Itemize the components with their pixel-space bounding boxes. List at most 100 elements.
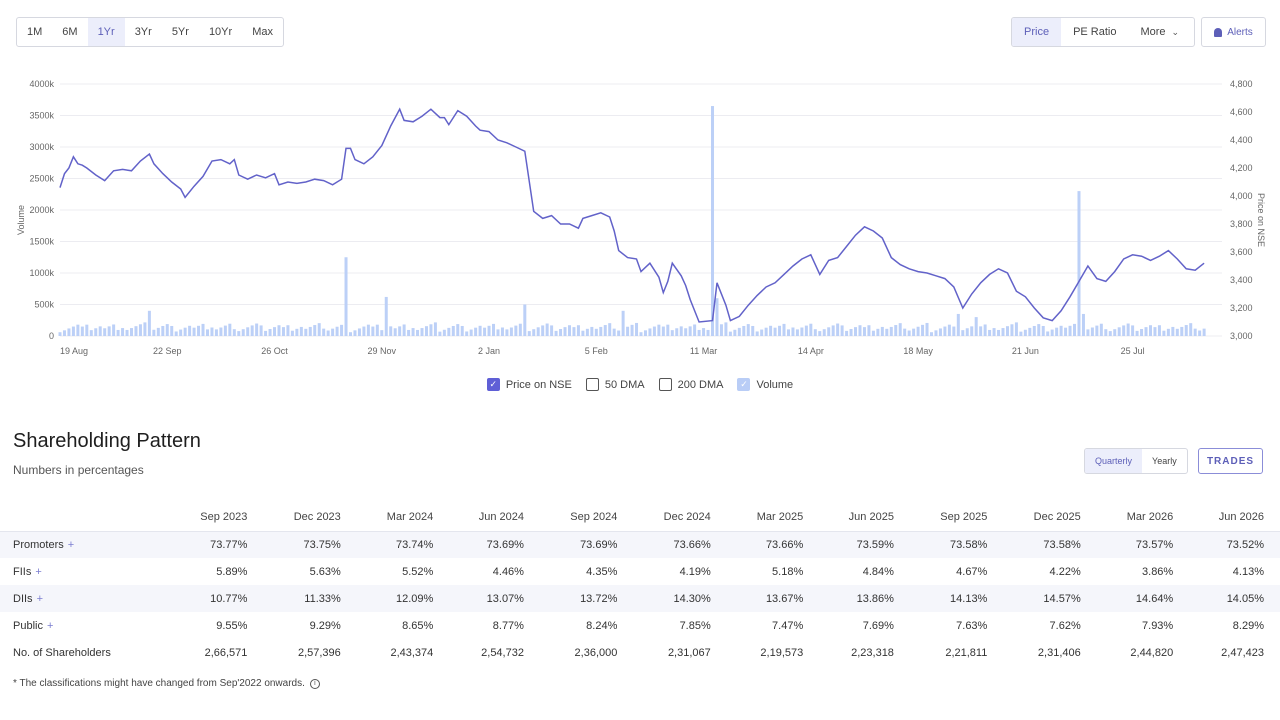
volume-bar bbox=[697, 329, 701, 336]
volume-bar bbox=[393, 328, 397, 336]
volume-bar bbox=[353, 330, 357, 336]
volume-bar bbox=[666, 324, 670, 336]
range-6m-button[interactable]: 6M bbox=[62, 26, 78, 38]
range-max-button[interactable]: Max bbox=[252, 26, 273, 38]
volume-bar bbox=[840, 325, 844, 336]
row-label[interactable]: DIIs + bbox=[0, 585, 170, 612]
trades-button[interactable]: TRADES bbox=[1198, 448, 1263, 474]
volume-bar bbox=[1175, 328, 1179, 336]
volume-bar bbox=[1010, 324, 1014, 336]
table-cell: 5.52% bbox=[402, 565, 434, 578]
volume-bar bbox=[746, 324, 750, 336]
volume-bar bbox=[947, 324, 951, 336]
alerts-button[interactable]: Alerts bbox=[1201, 17, 1266, 47]
volume-bar bbox=[1077, 191, 1081, 336]
volume-bar bbox=[961, 330, 965, 336]
table-cell: 2,66,571 bbox=[204, 646, 248, 659]
table-cell: 4.46% bbox=[492, 565, 524, 578]
volume-bar bbox=[559, 329, 563, 336]
table-cell: 73.75% bbox=[263, 531, 357, 558]
chart-legend: ✓ Price on NSE 50 DMA 200 DMA ✓ Volume bbox=[0, 378, 1280, 391]
range-1yr-button[interactable]: 1Yr bbox=[87, 18, 125, 46]
table-cell: 14.13% bbox=[909, 585, 1004, 612]
volume-bar bbox=[643, 330, 647, 336]
expand-plus-icon[interactable]: + bbox=[67, 538, 75, 551]
volume-bar bbox=[523, 304, 527, 336]
row-label[interactable]: FIIs + bbox=[0, 558, 170, 585]
volume-bar bbox=[380, 330, 384, 336]
volume-bar bbox=[147, 310, 151, 336]
volume-bar bbox=[554, 330, 558, 336]
yearly-button[interactable]: Yearly bbox=[1152, 456, 1177, 466]
volume-bar bbox=[1117, 327, 1121, 336]
volume-bar bbox=[930, 332, 933, 336]
volume-bar bbox=[862, 327, 866, 336]
table-cell: 7.47% bbox=[772, 619, 804, 632]
volume-bar bbox=[827, 327, 831, 336]
x-tick-label: 19 Aug bbox=[60, 346, 88, 356]
table-cell: 2,21,811 bbox=[945, 646, 988, 659]
y-right-tick-label: 4,600 bbox=[1230, 107, 1253, 117]
legend-200dma[interactable]: 200 DMA bbox=[658, 378, 723, 391]
volume-bar bbox=[326, 330, 330, 336]
expand-plus-icon[interactable]: + bbox=[36, 592, 43, 605]
volume-bar bbox=[608, 323, 612, 336]
legend-label: Price on NSE bbox=[505, 378, 572, 391]
row-label-text: FIIs bbox=[13, 565, 32, 578]
range-5yr-button[interactable]: 5Yr bbox=[171, 26, 189, 38]
table-row[interactable]: FIIs +5.89% 5.63% 5.52% 4.46% 4.35% 4.19% 5.18%… bbox=[0, 558, 1280, 585]
table-row[interactable]: DIIs +10.77% 11.33% 12.09% 13.07% 13.72% 14.30… bbox=[0, 585, 1280, 612]
y-right-tick-label: 4,000 bbox=[1230, 191, 1253, 201]
volume-bar bbox=[652, 326, 656, 336]
volume-bar bbox=[121, 328, 125, 336]
expand-plus-icon[interactable]: + bbox=[46, 619, 54, 632]
legend-50dma[interactable]: 50 DMA bbox=[585, 378, 645, 391]
volume-bar bbox=[612, 328, 616, 336]
y-right-tick-label: 3,000 bbox=[1230, 331, 1253, 341]
volume-bar bbox=[340, 324, 344, 336]
column-header: Mar 2026 bbox=[1096, 504, 1190, 532]
volume-bar bbox=[572, 327, 576, 336]
volume-bar bbox=[1014, 322, 1018, 336]
legend-volume[interactable]: ✓ Volume bbox=[737, 378, 793, 391]
price-button[interactable]: Price bbox=[1012, 18, 1062, 46]
volume-bar bbox=[576, 325, 580, 336]
volume-bar bbox=[809, 323, 813, 336]
volume-bar bbox=[974, 317, 978, 336]
table-row[interactable]: Public +9.55% 9.29% 8.65% 8.77% 8.24% 7.85% 7.4… bbox=[0, 612, 1280, 639]
volume-bar bbox=[143, 322, 147, 336]
volume-bar bbox=[1202, 328, 1206, 336]
volume-bar bbox=[1001, 328, 1005, 336]
expand-plus-icon[interactable]: + bbox=[35, 565, 42, 578]
volume-bar bbox=[246, 327, 250, 336]
volume-bar bbox=[880, 326, 884, 336]
volume-bar bbox=[509, 327, 513, 336]
volume-bar bbox=[1028, 327, 1032, 336]
table-row[interactable]: Promoters +73.77% 73.75% 73.74% 73.69% 73.69%… bbox=[0, 531, 1280, 558]
table-cell: 2,31,067 bbox=[667, 646, 711, 659]
more-dropdown[interactable]: More ⌄ bbox=[1128, 18, 1191, 46]
info-icon[interactable]: i bbox=[309, 678, 320, 689]
y-left-tick-label: 1500k bbox=[29, 237, 54, 247]
volume-bar bbox=[478, 325, 482, 336]
volume-bar bbox=[1171, 326, 1175, 336]
row-label[interactable]: Promoters + bbox=[0, 531, 170, 558]
table-cell: 4.19% bbox=[679, 565, 711, 578]
row-label[interactable]: Public + bbox=[0, 612, 170, 639]
range-3yr-button[interactable]: 3Yr bbox=[134, 26, 152, 38]
volume-bar bbox=[1144, 327, 1148, 336]
volume-bar bbox=[813, 329, 817, 336]
volume-bar bbox=[1104, 329, 1108, 336]
legend-price[interactable]: ✓ Price on NSE bbox=[486, 378, 572, 391]
quarterly-button[interactable]: Quarterly bbox=[1085, 449, 1143, 473]
pe-ratio-button[interactable]: PE Ratio bbox=[1073, 26, 1117, 38]
table-cell: 73.52% bbox=[1189, 531, 1280, 558]
range-1m-button[interactable]: 1M bbox=[27, 26, 43, 38]
price-volume-chart[interactable]: 0 500k 1000k 1500k 2000k 2500k 3000k 3500k 4000k… bbox=[0, 70, 1280, 370]
volume-bar bbox=[1131, 325, 1135, 336]
volume-bar bbox=[858, 325, 862, 336]
volume-bar bbox=[786, 329, 790, 336]
range-10yr-button[interactable]: 10Yr bbox=[208, 26, 233, 38]
volume-bar bbox=[281, 327, 285, 336]
table-cell: 7.93% bbox=[1142, 619, 1174, 632]
